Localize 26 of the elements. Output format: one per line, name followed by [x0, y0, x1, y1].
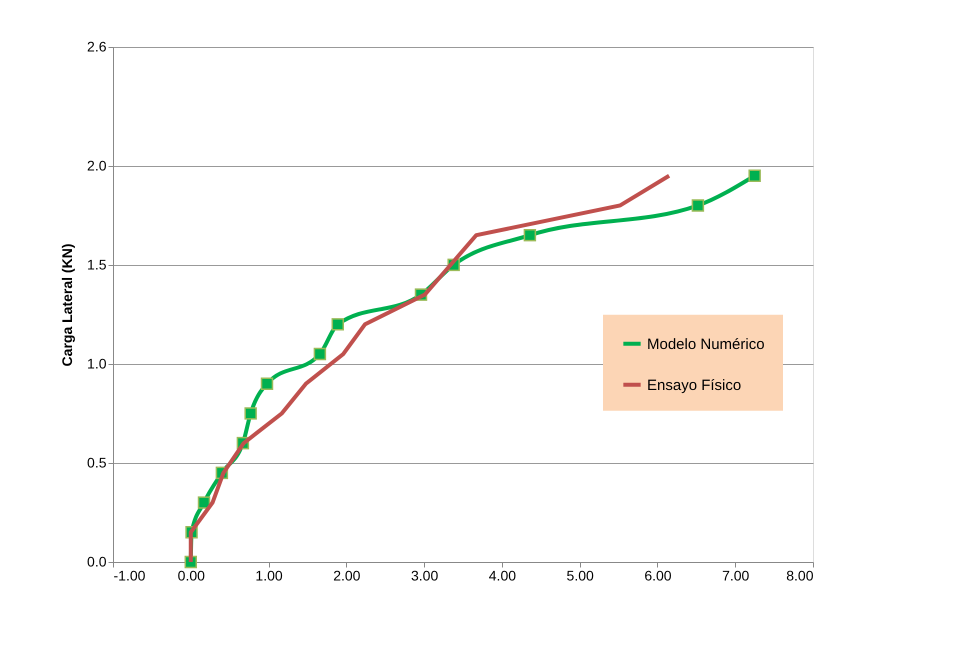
legend-label: Ensayo Físico — [647, 376, 742, 394]
y-tick-label: 0.5 — [87, 454, 107, 470]
x-tick-label: 5.00 — [566, 568, 594, 584]
point — [524, 228, 536, 242]
y-tick-label: 1.0 — [87, 355, 107, 372]
point — [244, 407, 257, 420]
y-tick-label: 1.5 — [87, 256, 107, 272]
x-tick-label: 2.00 — [333, 568, 361, 584]
point — [332, 318, 344, 331]
x-tick-label: 1.00 — [255, 568, 283, 584]
x-tick-label: -1.00 — [114, 568, 146, 584]
y-tick-label: 0.0 — [87, 554, 107, 570]
point — [692, 199, 704, 212]
y-tick-label: 2.0 — [87, 157, 107, 174]
x-tick-label: 7.00 — [722, 568, 750, 584]
x-tick-label: 4.00 — [488, 568, 516, 584]
point — [260, 378, 274, 390]
point — [314, 348, 326, 360]
x-tick-label: 8.00 — [786, 568, 814, 584]
x-tick-label: 0.00 — [178, 568, 206, 584]
y-axis-title: Carga Lateral (KN) — [59, 244, 76, 366]
x-tick-label: 6.00 — [644, 568, 672, 584]
x-tick-label: 3.00 — [410, 568, 438, 584]
point — [748, 170, 761, 182]
legend-label: Modelo Numérico — [647, 336, 765, 353]
y-tick-label: 2.6 — [87, 38, 107, 54]
